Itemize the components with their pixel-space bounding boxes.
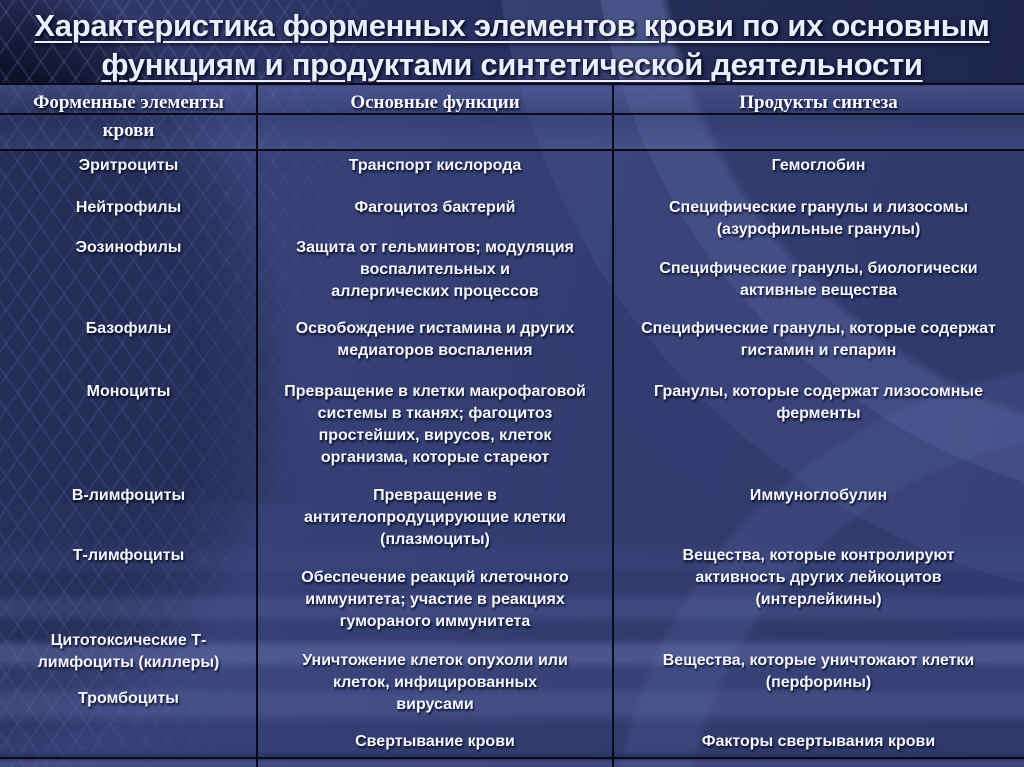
table-background-fill bbox=[0, 83, 1024, 767]
cell-element-b-lymphocytes: В-лимфоциты bbox=[71, 487, 186, 504]
header-bottom-border bbox=[0, 149, 1024, 151]
cell-function-monocytes: Превращение в клетки макрофаговой систем… bbox=[284, 383, 586, 466]
cell-element-basophils: Базофилы bbox=[85, 320, 172, 337]
header-synthesis-products: Продукты синтеза bbox=[739, 92, 898, 113]
slide-title: Характеристика форменных элементов крови… bbox=[0, 6, 1024, 84]
header-main-functions: Основные функции bbox=[350, 92, 520, 113]
cell-function-neutrophils: Фагоцитоз бактерий bbox=[354, 199, 516, 216]
column-divider-1 bbox=[256, 83, 258, 767]
cell-function-b-lymphocytes: Превращение в антителопродуцирующие клет… bbox=[304, 487, 566, 548]
table-bottom-border bbox=[0, 757, 1024, 759]
cell-element-neutrophils: Нейтрофилы bbox=[75, 199, 182, 216]
header-divider-line bbox=[0, 113, 1024, 115]
cell-function-erythrocytes: Транспорт кислорода bbox=[348, 157, 522, 174]
slide-title-line-1: Характеристика форменных элементов крови… bbox=[34, 8, 990, 43]
cell-function-cytotoxic-t: Уничтожение клеток опухоли или клеток, и… bbox=[302, 652, 568, 713]
table-top-border bbox=[0, 83, 1024, 85]
cell-products-monocytes: Гранулы, которые содержат лизосомные фер… bbox=[654, 383, 983, 422]
cell-products-eosinophils: Специфические гранулы, биологически акти… bbox=[659, 260, 978, 299]
cell-products-t-lymphocytes: Вещества, которые контролируют активност… bbox=[682, 547, 955, 608]
cell-element-t-lymphocytes: Т-лимфоциты bbox=[72, 547, 185, 564]
cell-function-basophils: Освобождение гистамина и других медиатор… bbox=[295, 320, 575, 359]
cell-function-t-lymphocytes: Обеспечение реакций клеточного иммунитет… bbox=[301, 569, 569, 630]
cell-function-eosinophils: Защита от гельминтов; модуляция воспалит… bbox=[296, 239, 574, 300]
cell-products-thrombocytes: Факторы свертывания крови bbox=[701, 733, 936, 750]
header-formed-elements: Форменные элементы крови bbox=[33, 92, 224, 141]
cell-products-erythrocytes: Гемоглобин bbox=[771, 157, 866, 174]
cell-products-basophils: Специфические гранулы, которые содержат … bbox=[641, 320, 996, 359]
table-header-band bbox=[0, 83, 1024, 149]
cell-products-cytotoxic-t: Вещества, которые уничтожают клетки (пер… bbox=[662, 652, 975, 691]
cell-products-neutrophils: Специфические гранулы и лизосомы (азуроф… bbox=[668, 199, 968, 238]
slide-title-line-2: функциям и продуктами синтетической деят… bbox=[101, 47, 923, 82]
cell-element-thrombocytes: Тромбоциты bbox=[78, 690, 179, 707]
cell-element-eosinophils: Эозинофилы bbox=[75, 239, 182, 256]
cell-function-thrombocytes: Свертывание крови bbox=[355, 733, 515, 750]
cell-element-cytotoxic-t: Цитотоксические Т- лимфоциты (киллеры) bbox=[37, 632, 220, 671]
cell-element-monocytes: Моноциты bbox=[86, 383, 171, 400]
cell-element-erythrocytes: Эритроциты bbox=[78, 157, 179, 174]
column-divider-2 bbox=[612, 83, 614, 767]
cell-products-b-lymphocytes: Иммуноглобулин bbox=[749, 487, 888, 504]
